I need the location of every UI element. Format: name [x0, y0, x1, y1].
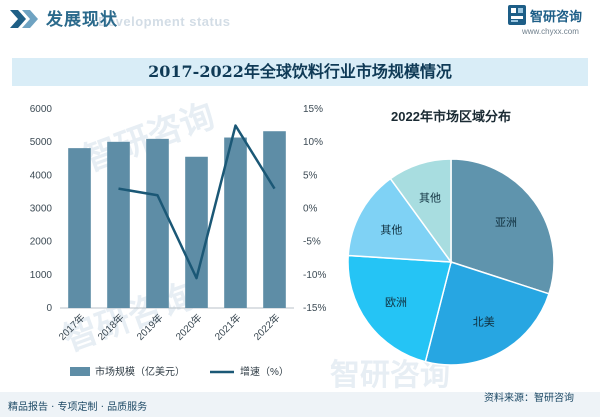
pie-slice [389, 158, 452, 265]
brand-url: www.chyxx.com [522, 27, 579, 36]
footer-source: 资料来源：智研咨询 [484, 393, 574, 404]
chevron-double-icon [10, 10, 38, 28]
pie-slice [347, 254, 452, 363]
bar-market-size [263, 131, 286, 308]
chart-title-banner: 2017-2022年全球饮料行业市场规模情况 [12, 58, 588, 86]
section-title: 发展现状 [46, 10, 118, 30]
y-right-tick-label: -15% [303, 303, 326, 314]
pie-slice-label: 亚洲 [495, 217, 517, 229]
pie-slice-label: 其他 [380, 223, 402, 236]
bar-market-size [224, 137, 247, 308]
chart-title: 2017-2022年全球饮料行业市场规模情况 [148, 62, 452, 81]
brand-logo-icon [508, 5, 526, 25]
pie-slice-label: 北美 [473, 316, 495, 329]
bar-market-size [146, 138, 169, 308]
y-left-tick-label: 0 [46, 303, 52, 314]
y-left-tick-label: 2000 [30, 237, 53, 248]
legend-bar-label: 市场规模（亿美元） [95, 365, 185, 378]
footer-tagline: 精品报告 · 专项定制 · 品质服务 [8, 402, 148, 413]
header: Development status 发展现状 智研咨询 www.chyxx.c… [0, 0, 600, 38]
pie-slice-label: 其他 [419, 191, 441, 204]
legend-line-label: 增速（%） [240, 365, 289, 378]
watermark: 智研咨询 [330, 358, 450, 393]
bar-market-size [107, 141, 130, 308]
y-left-tick-label: 3000 [30, 204, 53, 215]
legend-bar-swatch [70, 367, 90, 376]
pie-slice [450, 158, 555, 295]
pie-slice [424, 261, 550, 366]
y-right-tick-label: -5% [303, 237, 321, 248]
y-right-tick-label: 10% [303, 137, 323, 148]
y-right-tick-label: -10% [303, 270, 326, 281]
y-left-tick-label: 6000 [30, 104, 53, 115]
y-right-tick-label: 0% [303, 204, 318, 215]
pie-slice-label: 欧洲 [385, 296, 407, 309]
pie-slice [347, 177, 453, 263]
bar-market-size [68, 148, 91, 308]
brand-name: 智研咨询 [530, 10, 583, 25]
y-right-tick-label: 15% [303, 104, 323, 115]
y-left-tick-label: 1000 [30, 270, 53, 281]
pie-title: 2022年市场区域分布 [391, 109, 511, 124]
y-left-tick-label: 5000 [30, 137, 53, 148]
line-growth-rate [118, 124, 276, 280]
section-subtitle: Development status [98, 14, 231, 29]
footer-bar [0, 392, 600, 417]
bar-market-size [185, 156, 208, 308]
y-right-tick-label: 5% [303, 170, 318, 181]
y-left-tick-label: 4000 [30, 170, 53, 181]
